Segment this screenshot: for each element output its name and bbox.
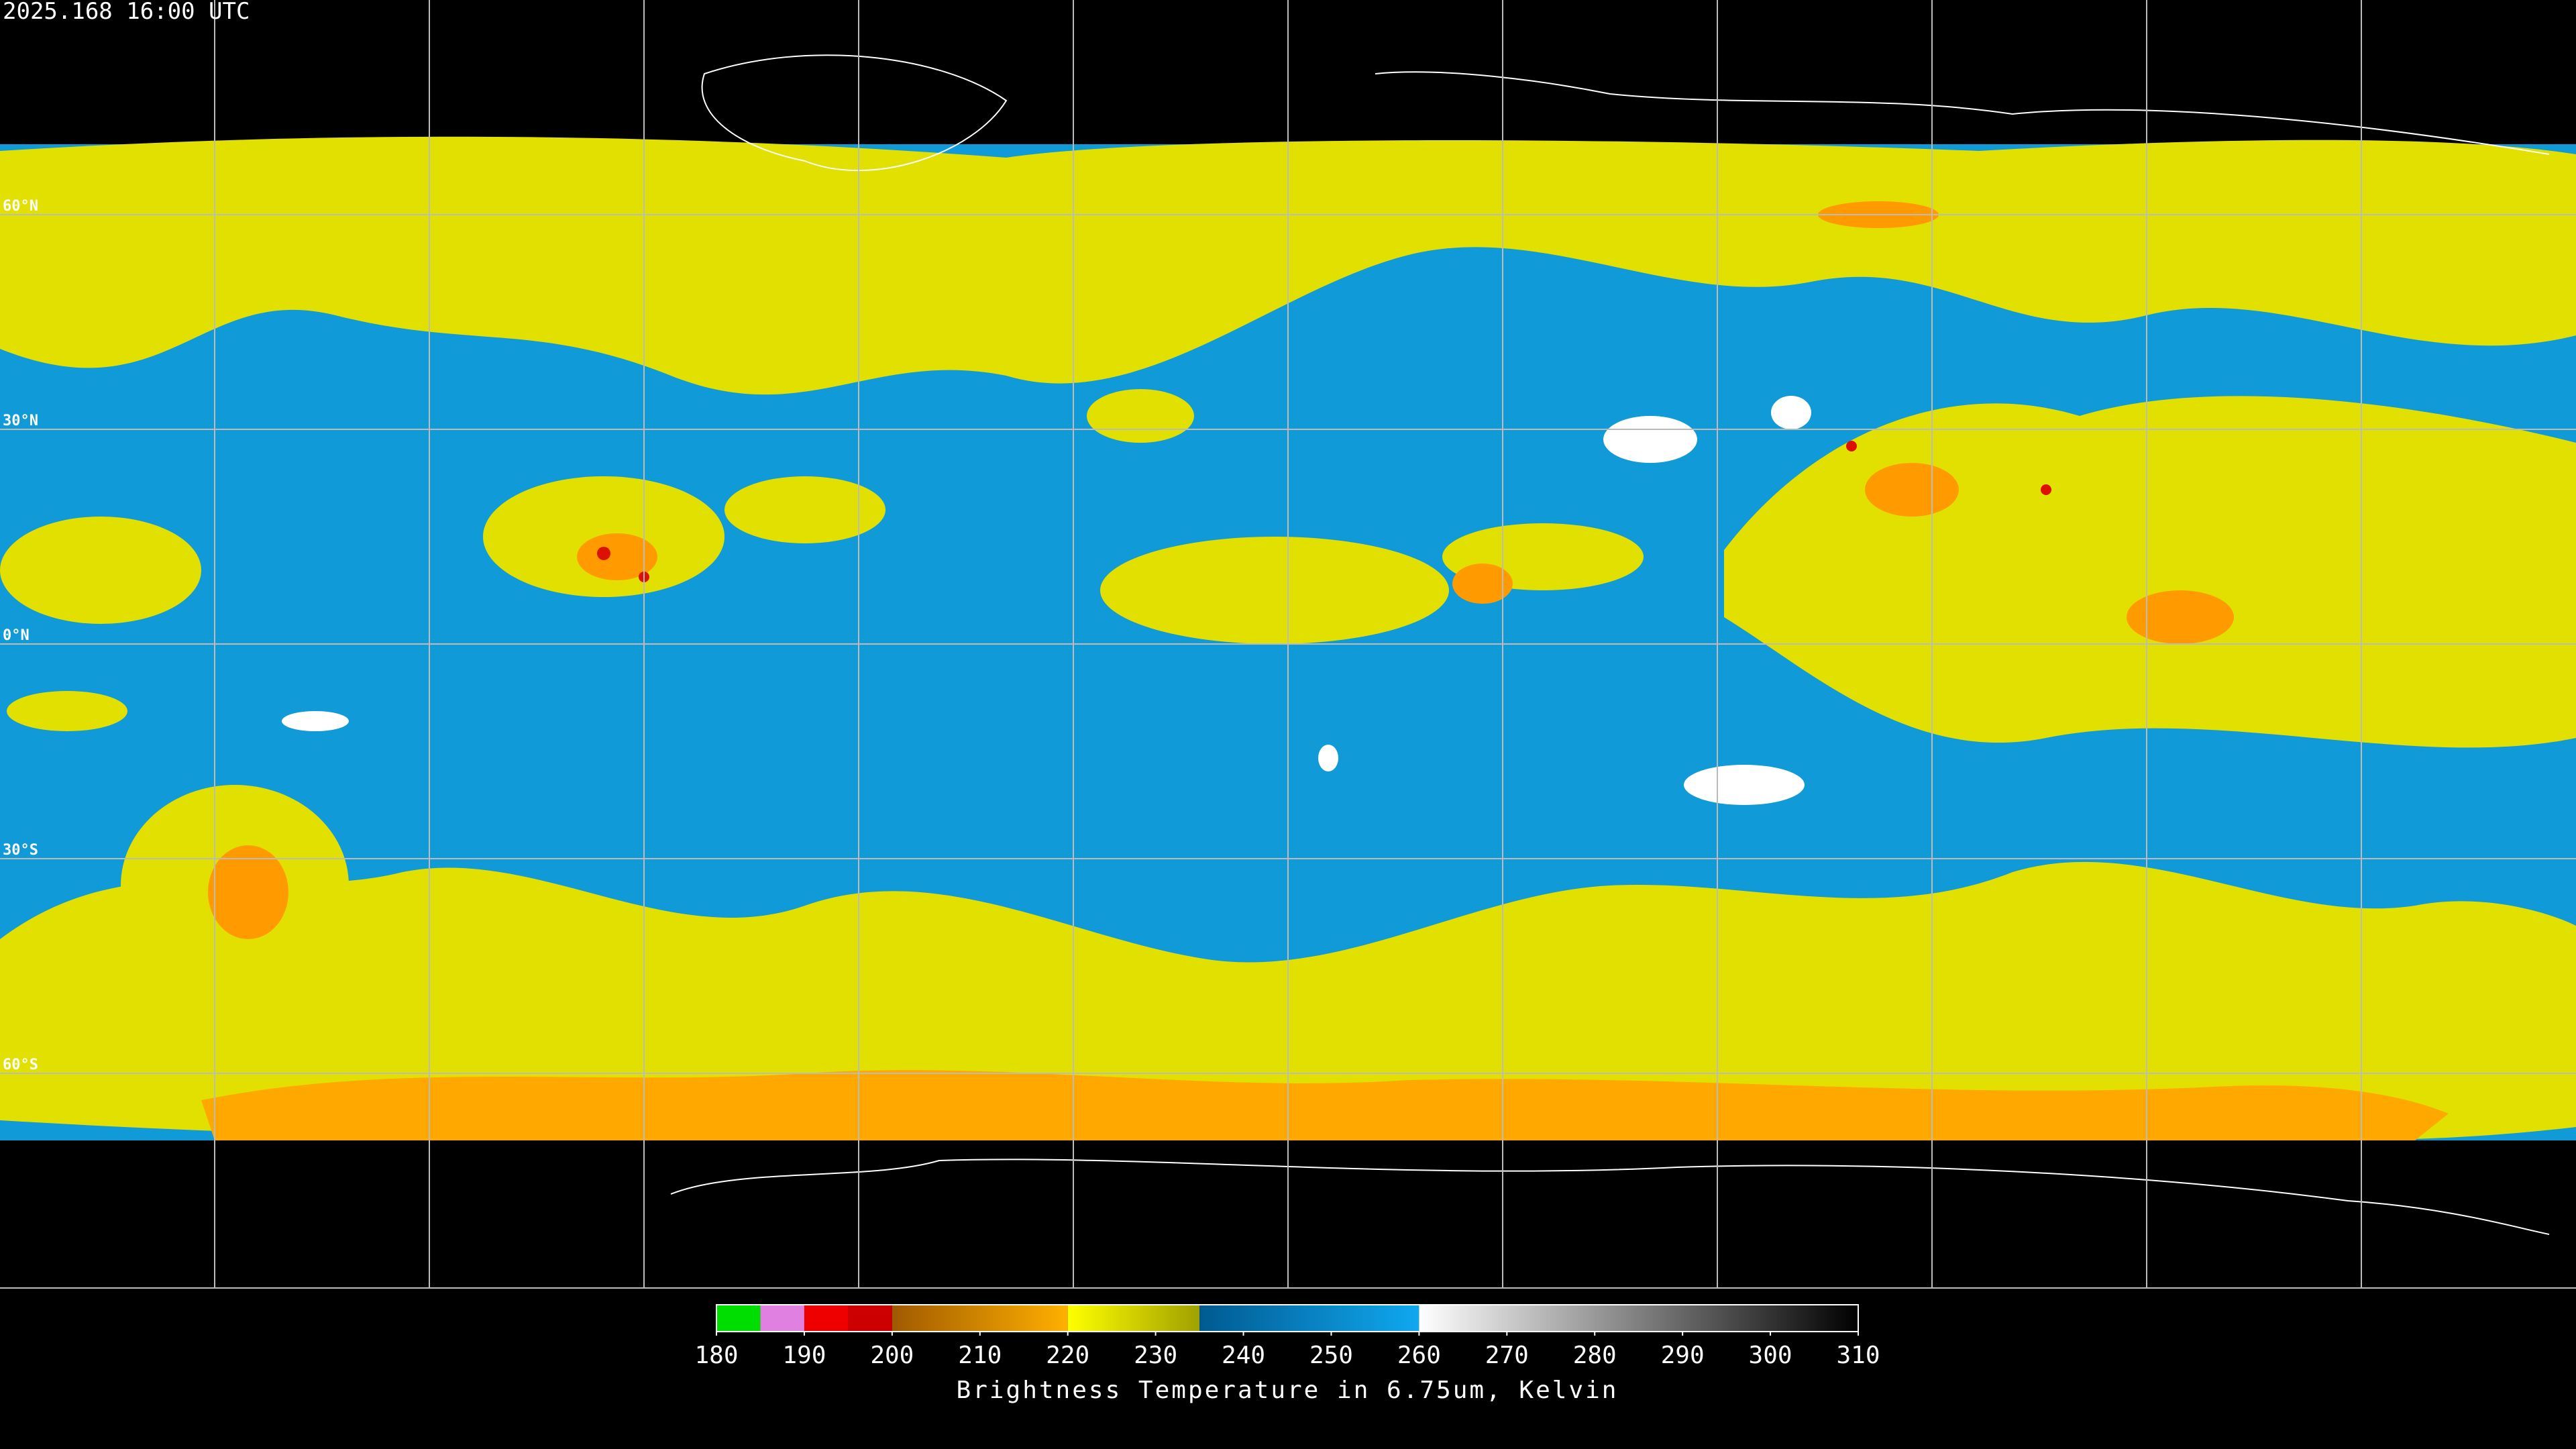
colorbar-segment bbox=[1419, 1305, 1858, 1332]
colorbar-tick-label: 220 bbox=[1046, 1342, 1089, 1369]
colorbar-segment bbox=[804, 1305, 849, 1332]
colorbar-tick-label: 310 bbox=[1836, 1342, 1880, 1369]
latitude-label: 30°S bbox=[3, 842, 38, 859]
coastlines bbox=[670, 54, 2550, 1235]
deep-convection bbox=[597, 441, 2051, 582]
colorbar-tick-label: 280 bbox=[1573, 1342, 1617, 1369]
timestamp: 2025.168 16:00 UTC bbox=[3, 0, 250, 25]
colorbar-tick-label: 190 bbox=[782, 1342, 826, 1369]
colorbar-segment bbox=[1199, 1305, 1419, 1332]
colorbar-segment bbox=[760, 1305, 804, 1332]
colorbar-tick-label: 180 bbox=[694, 1342, 738, 1369]
colorbar-segment bbox=[1067, 1305, 1200, 1332]
latitude-label: 60°N bbox=[3, 198, 38, 215]
latitude-label: 60°S bbox=[3, 1057, 38, 1073]
cold-cloud-south bbox=[201, 1070, 2449, 1140]
latitude-label: 0°N bbox=[3, 627, 30, 644]
colorbar-tick-label: 250 bbox=[1309, 1342, 1353, 1369]
latitude-label: 30°N bbox=[3, 413, 38, 429]
colorbar-tick-label: 270 bbox=[1485, 1342, 1529, 1369]
colorbar-tick-label: 240 bbox=[1222, 1342, 1265, 1369]
colorbar-tick-label: 290 bbox=[1661, 1342, 1705, 1369]
colorbar-segment bbox=[848, 1305, 892, 1332]
graticule: 60°N 30°N 0°N 30°S 60°S bbox=[0, 0, 2576, 1289]
colorbar-tick-label: 300 bbox=[1749, 1342, 1792, 1369]
convective-cores bbox=[208, 201, 2234, 939]
colorbar-frame bbox=[716, 1304, 1859, 1332]
colorbar-segment bbox=[716, 1305, 761, 1332]
tropical-clouds bbox=[0, 389, 1644, 986]
colorbar: 180 190 200 210 220 230 240 250 260 270 280 290 300 3… bbox=[694, 1304, 1880, 1369]
colorbar-tick-label: 230 bbox=[1134, 1342, 1177, 1369]
very-dry-spots bbox=[282, 396, 1811, 805]
colorbar-tick-label: 260 bbox=[1397, 1342, 1441, 1369]
colorbar-segment bbox=[892, 1305, 1068, 1332]
colorbar-tick-label: 210 bbox=[958, 1342, 1002, 1369]
colorbar-tick-label: 200 bbox=[870, 1342, 914, 1369]
colorbar-title: Brightness Temperature in 6.75um, Kelvin bbox=[957, 1377, 1619, 1404]
